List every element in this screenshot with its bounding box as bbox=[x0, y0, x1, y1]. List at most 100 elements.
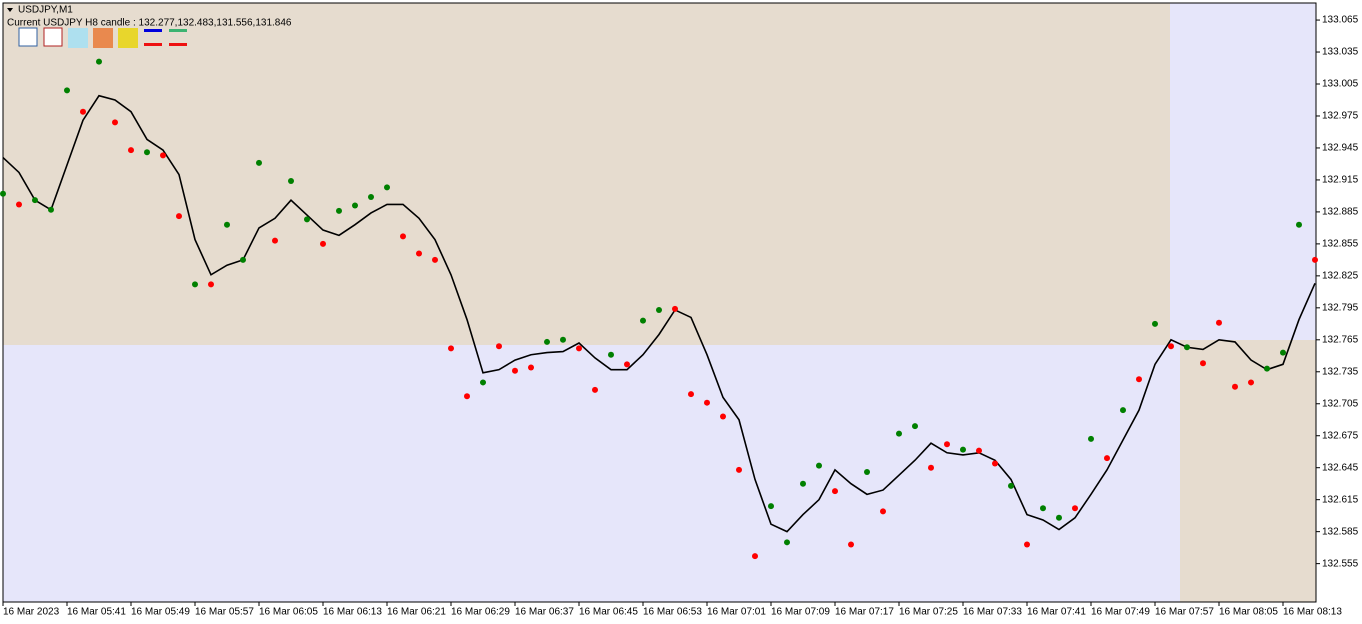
signal-dot bbox=[544, 338, 550, 345]
signal-dot bbox=[1280, 349, 1286, 356]
line-swatch bbox=[144, 43, 162, 46]
signal-dot bbox=[128, 147, 134, 154]
signal-dot bbox=[96, 58, 102, 65]
signal-dot bbox=[1232, 383, 1238, 390]
collapse-icon bbox=[7, 8, 13, 12]
color-box bbox=[18, 27, 38, 47]
y-tick-label: 132.915 bbox=[1322, 175, 1359, 186]
signal-dot bbox=[560, 336, 566, 343]
x-tick-label: 16 Mar 08:13 bbox=[1283, 607, 1342, 618]
x-tick-label: 16 Mar 06:53 bbox=[643, 607, 702, 618]
signal-dot bbox=[640, 317, 646, 324]
y-tick-label: 132.975 bbox=[1322, 111, 1359, 122]
signal-dot bbox=[1216, 319, 1222, 326]
zone-beige bbox=[1180, 340, 1316, 602]
signal-dot bbox=[512, 367, 518, 374]
y-tick-label: 132.885 bbox=[1322, 207, 1359, 218]
y-tick-label: 133.065 bbox=[1322, 15, 1359, 26]
signal-dot bbox=[528, 364, 534, 371]
x-tick-label: 16 Mar 05:57 bbox=[195, 607, 254, 618]
signal-dot bbox=[576, 345, 582, 352]
x-tick-label: 16 Mar 07:09 bbox=[771, 607, 830, 618]
signal-dot bbox=[208, 281, 214, 288]
signal-dot bbox=[432, 256, 438, 263]
signal-dot bbox=[768, 503, 774, 510]
signal-dot bbox=[1200, 360, 1206, 367]
x-tick-label: 16 Mar 07:17 bbox=[835, 607, 894, 618]
signal-dot bbox=[800, 480, 806, 487]
signal-dot bbox=[864, 468, 870, 475]
y-tick-label: 132.735 bbox=[1322, 366, 1359, 377]
signal-dot bbox=[944, 441, 950, 448]
y-tick-label: 132.945 bbox=[1322, 143, 1359, 154]
signal-dot bbox=[1312, 256, 1318, 263]
signal-dot bbox=[624, 361, 630, 368]
signal-dot bbox=[656, 306, 662, 313]
signal-dot bbox=[1104, 455, 1110, 462]
signal-dot bbox=[1072, 505, 1078, 512]
y-tick-label: 132.705 bbox=[1322, 398, 1359, 409]
signal-dot bbox=[464, 393, 470, 400]
signal-dot bbox=[832, 488, 838, 495]
signal-dot bbox=[368, 193, 374, 200]
zone-beige bbox=[3, 3, 1170, 345]
signal-dot bbox=[1184, 344, 1190, 351]
line-swatch bbox=[169, 29, 187, 32]
y-tick-label: 132.615 bbox=[1322, 494, 1359, 505]
x-tick-label: 16 Mar 2023 bbox=[3, 607, 60, 618]
signal-dot bbox=[448, 345, 454, 352]
signal-dot bbox=[816, 462, 822, 469]
x-tick-label: 16 Mar 06:21 bbox=[387, 607, 446, 618]
y-tick-label: 132.675 bbox=[1322, 430, 1359, 441]
signal-dot bbox=[400, 233, 406, 240]
signal-dot bbox=[32, 197, 38, 204]
signal-dot bbox=[784, 539, 790, 546]
signal-dot bbox=[480, 379, 486, 386]
signal-dot bbox=[976, 447, 982, 454]
plot-frame bbox=[2, 2, 1317, 603]
y-tick-label: 132.555 bbox=[1322, 558, 1359, 569]
signal-dot bbox=[1056, 514, 1062, 521]
signal-dot bbox=[912, 423, 918, 430]
y-tick-label: 132.585 bbox=[1322, 526, 1359, 537]
signal-dot bbox=[320, 240, 326, 247]
signal-dot bbox=[1040, 505, 1046, 512]
line-swatch bbox=[169, 43, 187, 46]
y-tick-label: 133.035 bbox=[1322, 47, 1359, 58]
x-tick-label: 16 Mar 05:41 bbox=[67, 607, 126, 618]
chart-title: USDJPY,M1 bbox=[18, 5, 73, 16]
signal-dot bbox=[112, 119, 118, 126]
signal-dot bbox=[352, 202, 358, 209]
signal-dot bbox=[848, 541, 854, 548]
x-tick-label: 16 Mar 07:41 bbox=[1027, 607, 1086, 618]
y-tick-label: 132.795 bbox=[1322, 302, 1359, 313]
signal-dot bbox=[496, 343, 502, 350]
signal-dot bbox=[64, 87, 70, 94]
signal-dot bbox=[416, 250, 422, 257]
signal-dot bbox=[704, 399, 710, 406]
y-tick-label: 132.765 bbox=[1322, 334, 1359, 345]
y-tick-label: 132.855 bbox=[1322, 239, 1359, 250]
x-tick-label: 16 Mar 07:57 bbox=[1155, 607, 1214, 618]
chart-subtitle: Current USDJPY H8 candle : 132.277,132.4… bbox=[7, 18, 292, 29]
signal-dot bbox=[1136, 376, 1142, 383]
signal-dot bbox=[672, 305, 678, 312]
signal-dot bbox=[16, 201, 22, 208]
x-tick-label: 16 Mar 08:05 bbox=[1219, 607, 1278, 618]
signal-dot bbox=[896, 430, 902, 437]
signal-dot bbox=[144, 149, 150, 156]
signal-dot bbox=[384, 184, 390, 191]
signal-dot bbox=[592, 386, 598, 393]
x-tick-label: 16 Mar 06:45 bbox=[579, 607, 638, 618]
x-tick-label: 16 Mar 05:49 bbox=[131, 607, 190, 618]
signal-dot bbox=[992, 460, 998, 467]
signal-dot bbox=[1152, 320, 1158, 327]
signal-dot bbox=[960, 446, 966, 453]
x-tick-label: 16 Mar 06:29 bbox=[451, 607, 510, 618]
x-tick-label: 16 Mar 07:49 bbox=[1091, 607, 1150, 618]
x-tick-label: 16 Mar 07:33 bbox=[963, 607, 1022, 618]
signal-dot bbox=[192, 281, 198, 288]
signal-dot bbox=[160, 152, 166, 159]
signal-dot bbox=[1248, 379, 1254, 386]
